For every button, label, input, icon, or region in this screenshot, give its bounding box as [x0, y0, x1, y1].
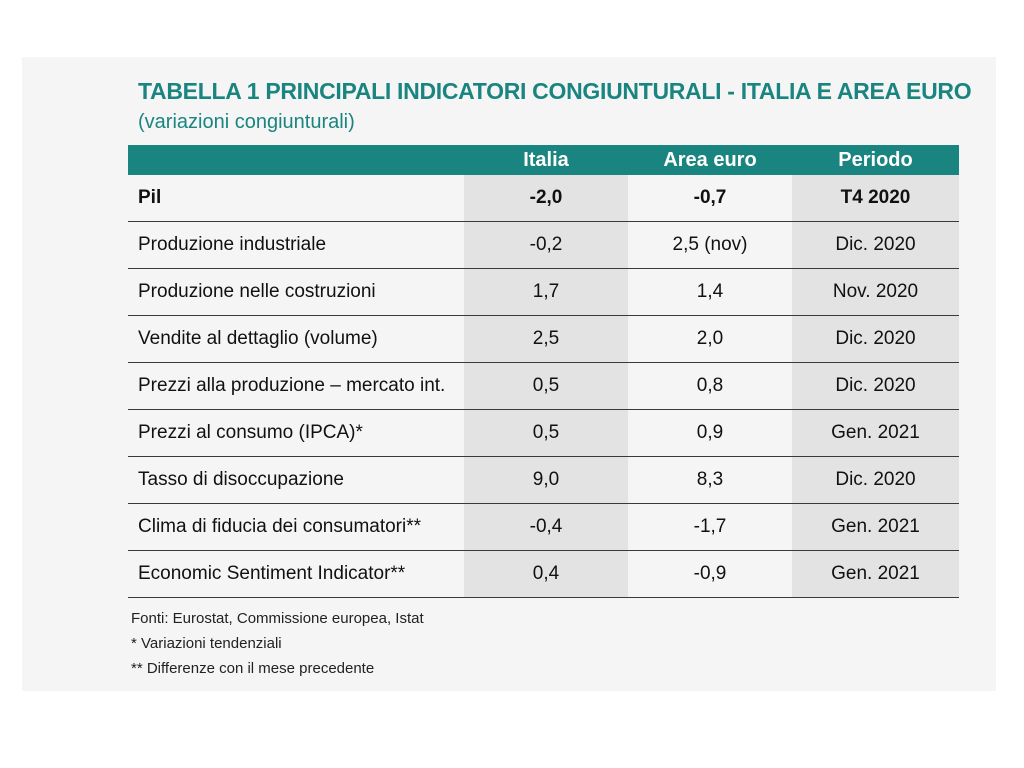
- cell-periodo: Dic. 2020: [792, 456, 959, 504]
- cell-periodo: Nov. 2020: [792, 268, 959, 316]
- cell-periodo: Gen. 2021: [792, 409, 959, 457]
- cell-italia: 0,5: [464, 362, 628, 410]
- row-label: Pil: [128, 175, 464, 222]
- header-periodo: Periodo: [792, 145, 959, 175]
- header-italia: Italia: [464, 145, 628, 175]
- row-label: Clima di fiducia dei consumatori**: [128, 503, 464, 551]
- cell-periodo: Gen. 2021: [792, 550, 959, 598]
- cell-italia: 1,7: [464, 268, 628, 316]
- table-row: Tasso di disoccupazione 9,0 8,3 Dic. 202…: [128, 456, 959, 504]
- note-differences: ** Differenze con il mese precedente: [131, 660, 375, 677]
- cell-italia: 0,5: [464, 409, 628, 457]
- row-label: Produzione nelle costruzioni: [128, 268, 464, 316]
- cell-area-euro: 0,8: [628, 362, 792, 410]
- cell-area-euro: 0,9: [628, 409, 792, 457]
- cell-periodo: Dic. 2020: [792, 221, 959, 269]
- row-label: Tasso di disoccupazione: [128, 456, 464, 504]
- table-row: Produzione industriale -0,2 2,5 (nov) Di…: [128, 221, 959, 269]
- row-label: Economic Sentiment Indicator**: [128, 550, 464, 598]
- cell-periodo: T4 2020: [792, 175, 959, 222]
- cell-periodo: Dic. 2020: [792, 315, 959, 363]
- cell-italia: 9,0: [464, 456, 628, 504]
- row-label: Produzione industriale: [128, 221, 464, 269]
- cell-area-euro: -0,9: [628, 550, 792, 598]
- note-trend: * Variazioni tendenziali: [131, 635, 282, 652]
- cell-italia: 0,4: [464, 550, 628, 598]
- table-header-row: Italia Area euro Periodo: [128, 145, 959, 175]
- cell-area-euro: -0,7: [628, 175, 792, 222]
- table-row: Prezzi al consumo (IPCA)* 0,5 0,9 Gen. 2…: [128, 409, 959, 457]
- table-row: Prezzi alla produzione – mercato int. 0,…: [128, 362, 959, 410]
- cell-italia: -0,2: [464, 221, 628, 269]
- cell-italia: 2,5: [464, 315, 628, 363]
- cell-area-euro: 1,4: [628, 268, 792, 316]
- cell-area-euro: 2,5 (nov): [628, 221, 792, 269]
- note-sources: Fonti: Eurostat, Commissione europea, Is…: [131, 610, 424, 627]
- row-label: Vendite al dettaglio (volume): [128, 315, 464, 363]
- cell-periodo: Gen. 2021: [792, 503, 959, 551]
- header-indicator: [128, 145, 464, 175]
- cell-italia: -2,0: [464, 175, 628, 222]
- cell-area-euro: 2,0: [628, 315, 792, 363]
- table-title: TABELLA 1 PRINCIPALI INDICATORI CONGIUNT…: [138, 78, 972, 104]
- cell-area-euro: 8,3: [628, 456, 792, 504]
- table-row: Clima di fiducia dei consumatori** -0,4 …: [128, 503, 959, 551]
- table-subtitle: (variazioni congiunturali): [138, 111, 355, 133]
- table-row: Economic Sentiment Indicator** 0,4 -0,9 …: [128, 550, 959, 598]
- table-row: Vendite al dettaglio (volume) 2,5 2,0 Di…: [128, 315, 959, 363]
- row-label: Prezzi alla produzione – mercato int.: [128, 362, 464, 410]
- cell-italia: -0,4: [464, 503, 628, 551]
- table-row: Produzione nelle costruzioni 1,7 1,4 Nov…: [128, 268, 959, 316]
- indicators-table: Italia Area euro Periodo Pil -2,0 -0,7 T…: [128, 145, 959, 598]
- row-label: Prezzi al consumo (IPCA)*: [128, 409, 464, 457]
- table-notes: Fonti: Eurostat, Commissione europea, Is…: [131, 606, 424, 681]
- cell-area-euro: -1,7: [628, 503, 792, 551]
- cell-periodo: Dic. 2020: [792, 362, 959, 410]
- header-area-euro: Area euro: [628, 145, 792, 175]
- table-row: Pil -2,0 -0,7 T4 2020: [128, 175, 959, 222]
